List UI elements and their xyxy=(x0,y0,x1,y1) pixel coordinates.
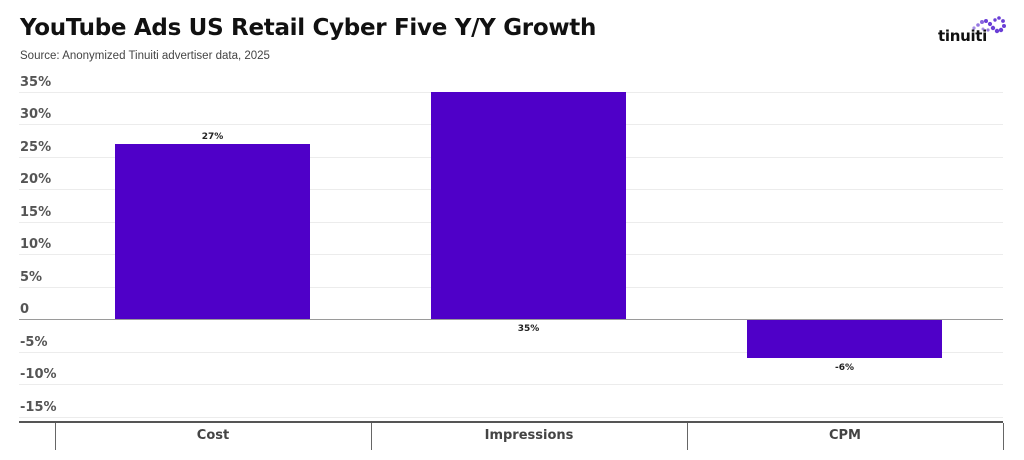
chart-title: YouTube Ads US Retail Cyber Five Y/Y Gro… xyxy=(20,15,597,41)
y-tick-label: 25% xyxy=(20,140,52,155)
x-axis-separator xyxy=(1003,423,1004,450)
y-tick-label: 5% xyxy=(20,270,43,285)
y-tick-label: 35% xyxy=(20,75,52,90)
bar-cost xyxy=(115,144,310,319)
y-tick-label: 0 xyxy=(20,302,30,317)
chart-subtitle: Source: Anonymized Tinuiti advertiser da… xyxy=(20,50,270,62)
tinuiti-logo: tinuiti xyxy=(936,14,1016,48)
gridline xyxy=(19,384,1003,385)
x-axis-separator xyxy=(687,423,688,450)
bar-cpm xyxy=(747,319,942,358)
bar-impressions xyxy=(431,92,626,319)
logo-text: tinuiti xyxy=(938,27,988,45)
y-tick-label: -5% xyxy=(20,335,48,350)
x-label-impressions: Impressions xyxy=(484,428,574,443)
bar-label-cpm: -6% xyxy=(834,363,854,373)
x-label-cost: Cost xyxy=(196,428,230,443)
y-tick-label: -10% xyxy=(20,367,57,382)
x-axis-separator xyxy=(55,423,56,450)
y-tick-label: 15% xyxy=(20,205,52,220)
y-tick-label: 10% xyxy=(20,237,52,252)
gridline xyxy=(19,417,1003,418)
y-tick-label: -15% xyxy=(20,400,57,415)
bar-label-impressions: 35% xyxy=(517,324,540,334)
x-axis-separator xyxy=(371,423,372,450)
y-tick-label: 20% xyxy=(20,172,52,187)
gridline xyxy=(19,352,1003,353)
x-axis-line xyxy=(19,421,1003,423)
zero-line xyxy=(19,319,1003,320)
x-label-cpm: CPM xyxy=(828,428,861,443)
bar-label-cost: 27% xyxy=(201,132,224,142)
infinity-dots-icon xyxy=(972,16,1006,34)
y-tick-label: 30% xyxy=(20,107,52,122)
